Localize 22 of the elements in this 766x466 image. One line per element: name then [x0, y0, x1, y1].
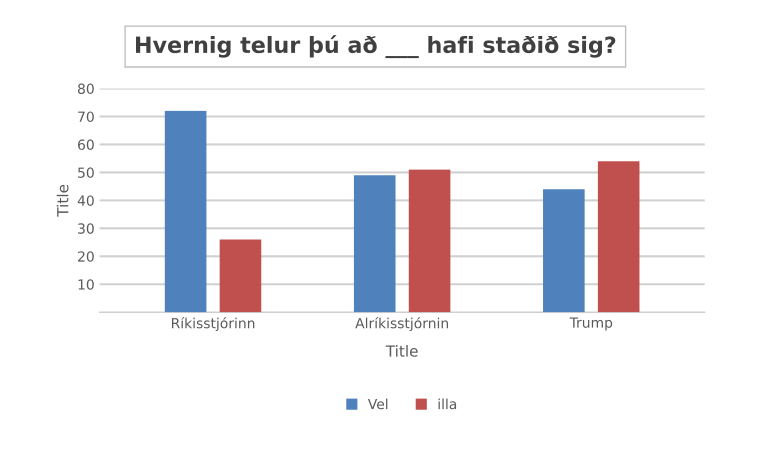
y-tick-label: 10 [78, 279, 94, 290]
y-tick-label: 40 [78, 195, 94, 206]
x-tick-label: Ríkisstjórinn [172, 317, 254, 332]
y-tick-label: 70 [78, 111, 94, 122]
x-tick-label: Alríkisstjórnin [355, 317, 448, 332]
legend-label: Vel [368, 398, 388, 410]
bar [543, 189, 585, 312]
chart-title: Hvernig telur þú að ___ hafi staðið sig? [136, 35, 616, 58]
y-tick-label: 20 [78, 251, 94, 262]
y-tick-label: 30 [78, 223, 94, 234]
y-tick-label: 60 [78, 139, 94, 150]
bar [164, 110, 206, 312]
x-axis-title: Title [386, 344, 418, 357]
legend-label: illa [438, 398, 456, 410]
y-axis-title: Title [56, 184, 69, 217]
bar [220, 240, 262, 312]
x-tick-label: Trump [570, 318, 612, 331]
bar [408, 170, 450, 312]
bar [598, 161, 640, 312]
bar [354, 175, 396, 312]
y-tick-label: 80 [78, 84, 94, 94]
y-tick-label: 50 [78, 167, 94, 178]
